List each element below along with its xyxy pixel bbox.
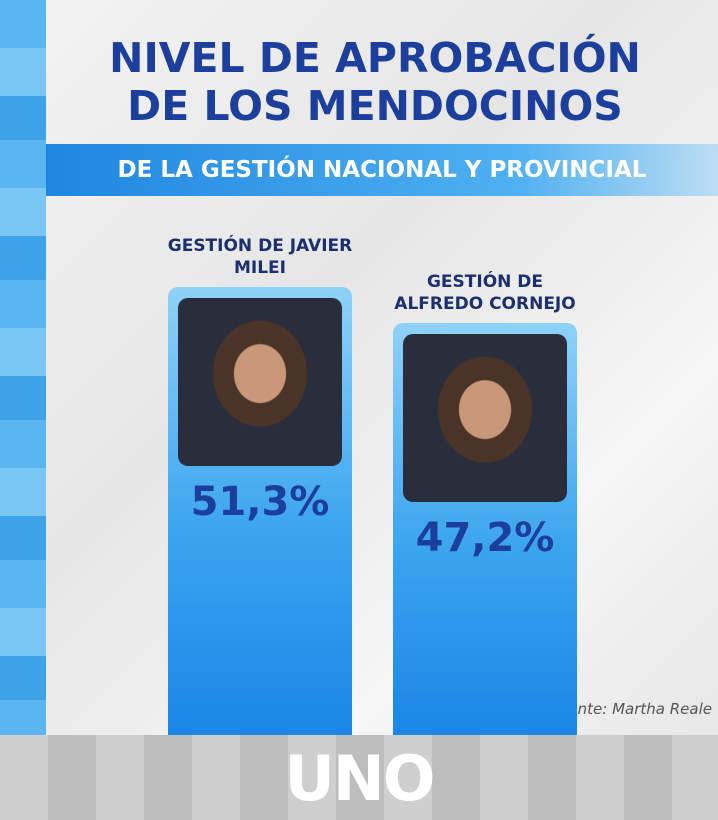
category-label: GESTIÓN DE ALFREDO CORNEJO xyxy=(394,271,576,314)
value-label: 47,2% xyxy=(415,514,555,561)
portrait xyxy=(403,333,567,502)
brand-logo: UNO xyxy=(284,742,436,815)
value-label: 51,3% xyxy=(190,479,330,526)
portrait xyxy=(178,298,342,467)
chart-subtitle: DE LA GESTIÓN NACIONAL Y PROVINCIAL xyxy=(117,157,647,183)
subtitle-band xyxy=(46,144,718,196)
footer xyxy=(0,735,718,820)
source-note: Fuente: Martha Reale xyxy=(550,700,712,718)
category-label: GESTIÓN DE JAVIER MILEI xyxy=(167,236,353,279)
side-stripe xyxy=(0,0,46,735)
chart-title: NIVEL DE APROBACIÓN DE LOS MENDOCINOS xyxy=(109,34,641,130)
